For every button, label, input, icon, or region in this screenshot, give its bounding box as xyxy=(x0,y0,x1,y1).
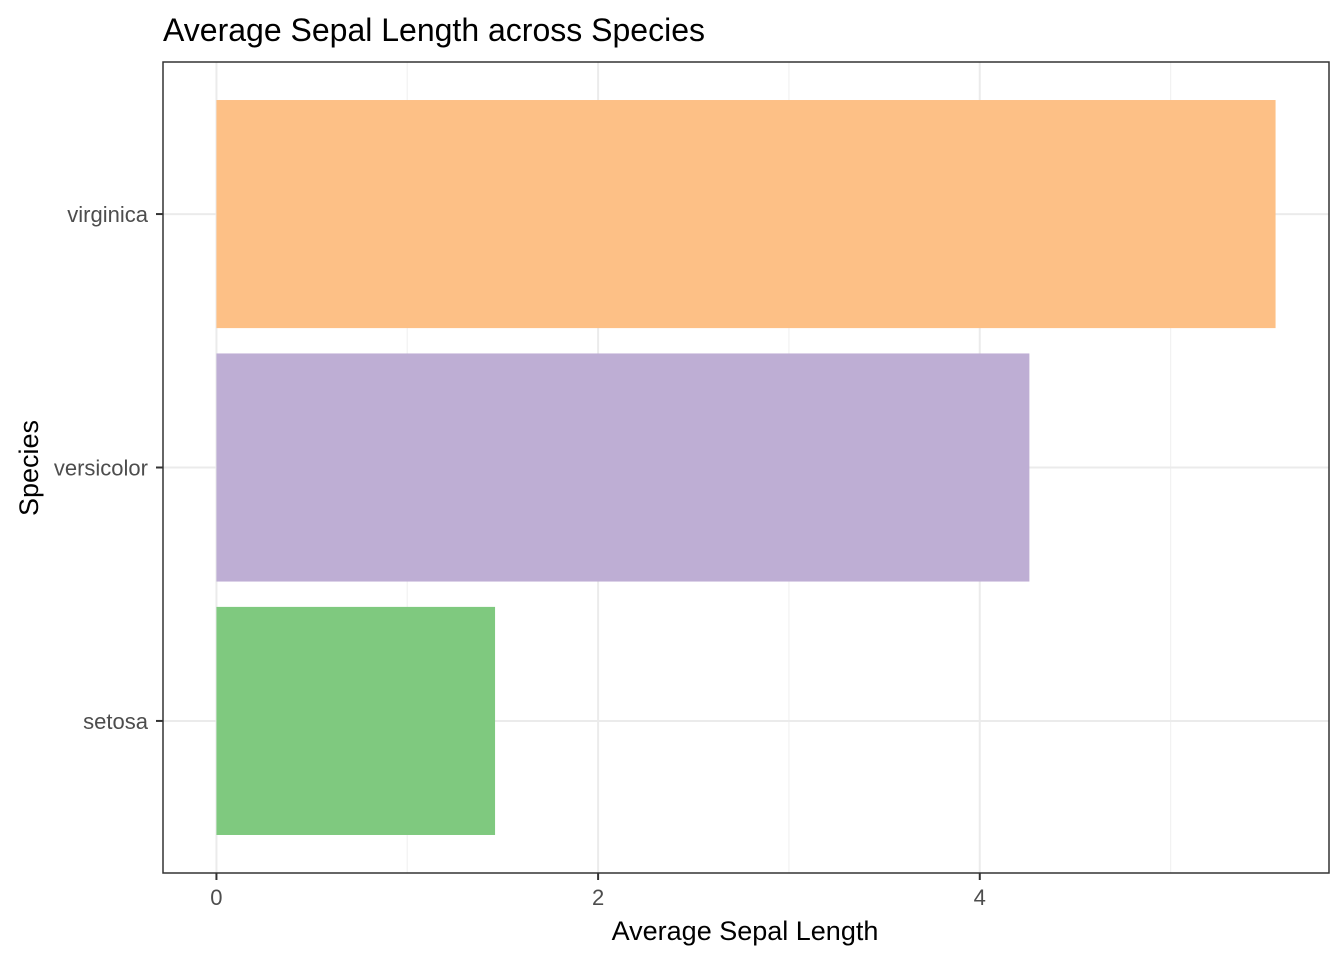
tick-labels: 0 2 4 setosa versicolor virginica xyxy=(54,202,986,910)
bar-virginica xyxy=(216,100,1276,329)
y-tick-label-versicolor: versicolor xyxy=(54,456,148,481)
axis-ticks xyxy=(156,213,981,880)
y-tick-label-setosa: setosa xyxy=(83,709,149,734)
x-tick-label: 2 xyxy=(592,885,604,910)
bar-versicolor xyxy=(216,353,1030,582)
x-tick-label: 0 xyxy=(210,885,222,910)
x-axis-title: Average Sepal Length xyxy=(612,916,879,946)
y-axis-title: Species xyxy=(14,420,44,516)
chart-title: Average Sepal Length across Species xyxy=(163,12,705,48)
x-tick-label: 4 xyxy=(974,885,986,910)
y-tick-label-virginica: virginica xyxy=(67,202,148,227)
bars xyxy=(216,100,1276,835)
bar-setosa xyxy=(216,606,496,835)
